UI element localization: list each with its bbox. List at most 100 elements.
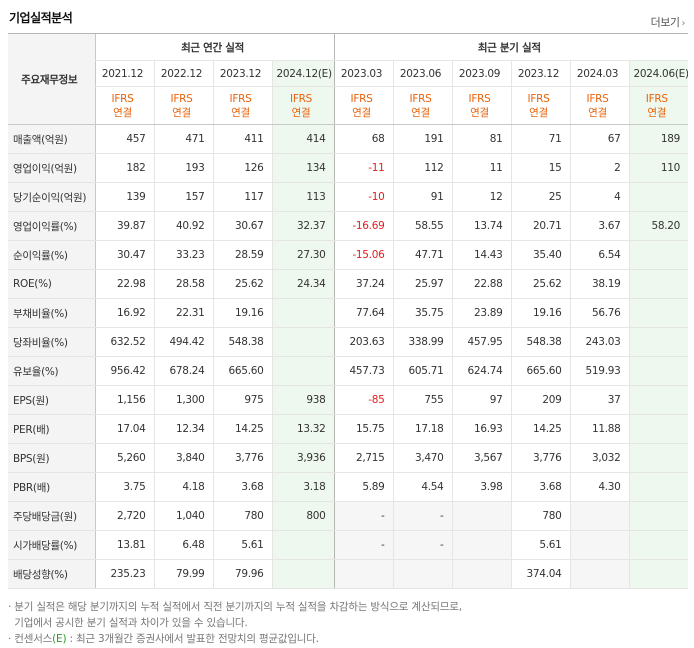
table-cell: 71 xyxy=(510,124,570,154)
ifrs-label-top: IFRS xyxy=(409,92,432,105)
table-cell: 755 xyxy=(392,385,452,415)
table-cell: 12.34 xyxy=(153,414,213,444)
row-label: ROE(%) xyxy=(8,269,95,299)
financial-table: 주요재무정보 최근 연간 실적 최근 분기 실적 2021.12 2022.12 2… xyxy=(8,33,688,589)
table-row: PBR(배) 3.75 4.18 3.68 3.18 5.89 4.54 3.98 3.68 4.… xyxy=(8,472,688,502)
table-cell: 457.95 xyxy=(451,327,511,357)
annual-header: 최근 연간 실적 xyxy=(94,33,334,61)
table-cell xyxy=(569,501,629,531)
period-header: 2021.12 xyxy=(94,60,154,87)
table-cell: 28.59 xyxy=(212,240,272,270)
table-cell: 37.24 xyxy=(333,269,393,299)
table-cell xyxy=(333,559,393,589)
table-cell: 139 xyxy=(94,182,154,212)
ifrs-label-bottom: 연결 xyxy=(529,106,548,119)
table-cell: 23.89 xyxy=(451,298,511,328)
table-cell: 800 xyxy=(271,501,334,531)
table-cell: 117 xyxy=(212,182,272,212)
table-cell xyxy=(628,356,688,386)
table-cell: 3,470 xyxy=(392,443,452,473)
table-cell: 2,720 xyxy=(94,501,154,531)
table-cell: 13.32 xyxy=(271,414,334,444)
table-cell xyxy=(628,530,688,560)
table-cell: - xyxy=(333,501,393,531)
table-cell: 411 xyxy=(212,124,272,154)
table-row: EPS(원) 1,156 1,300 975 938 -85 755 97 209 37 xyxy=(8,385,688,415)
table-cell: 134 xyxy=(271,153,334,183)
table-cell: 956.42 xyxy=(94,356,154,386)
table-cell xyxy=(271,559,334,589)
table-cell: 3.18 xyxy=(271,472,334,502)
row-label: PBR(배) xyxy=(8,472,95,502)
table-cell xyxy=(628,385,688,415)
table-cell xyxy=(628,298,688,328)
ifrs-label-bottom: 연결 xyxy=(588,106,607,119)
ifrs-label-bottom: 연결 xyxy=(231,106,250,119)
ifrs-label: IFRS 연결 xyxy=(212,86,272,125)
row-label: 영업이익률(%) xyxy=(8,211,95,241)
table-cell: 47.71 xyxy=(392,240,452,270)
table-cell: 5,260 xyxy=(94,443,154,473)
ifrs-label: IFRS 연결 xyxy=(333,86,393,125)
table-cell xyxy=(628,414,688,444)
period-header: 2023.03 xyxy=(333,60,393,87)
table-cell: 28.58 xyxy=(153,269,213,299)
table-cell: 2 xyxy=(569,153,629,183)
table-row: 배당성향(%) 235.23 79.99 79.96 374.04 xyxy=(8,559,688,589)
table-cell xyxy=(628,240,688,270)
table-cell xyxy=(451,559,511,589)
row-label: 당기순이익(억원) xyxy=(8,182,95,212)
row-label: 부채비율(%) xyxy=(8,298,95,328)
ifrs-label-bottom: 연결 xyxy=(113,106,132,119)
ifrs-label-top: IFRS xyxy=(586,92,609,105)
table-cell: 3.68 xyxy=(510,472,570,502)
table-cell: 12 xyxy=(451,182,511,212)
table-cell: 35.75 xyxy=(392,298,452,328)
table-row: 부채비율(%) 16.92 22.31 19.16 77.64 35.75 23.89 19.… xyxy=(8,298,688,328)
more-link[interactable]: 더보기 › xyxy=(651,14,686,30)
footnotes: · 분기 실적은 해당 분기까지의 누적 실적에서 직전 분기까지의 누적 실적… xyxy=(8,599,688,647)
table-row: 당좌비율(%) 632.52 494.42 548.38 203.63 338.99 457… xyxy=(8,327,688,357)
ifrs-label-top: IFRS xyxy=(290,92,312,105)
ifrs-label-top: IFRS xyxy=(229,92,252,105)
table-cell: 519.93 xyxy=(569,356,629,386)
table-cell xyxy=(628,501,688,531)
table-cell: 605.71 xyxy=(392,356,452,386)
table-cell: 157 xyxy=(153,182,213,212)
ifrs-label-bottom: 연결 xyxy=(647,106,667,119)
table-cell: 189 xyxy=(628,124,688,154)
table-cell: 338.99 xyxy=(392,327,452,357)
table-cell: 77.64 xyxy=(333,298,393,328)
table-cell: 97 xyxy=(451,385,511,415)
table-row: ROE(%) 22.98 28.58 25.62 24.34 37.24 25.97 22.8… xyxy=(8,269,688,299)
ifrs-label-top: IFRS xyxy=(468,92,491,105)
ifrs-label: IFRS 연결 xyxy=(628,86,688,125)
table-cell: 3,936 xyxy=(271,443,334,473)
table-cell: 3.67 xyxy=(569,211,629,241)
table-cell: 20.71 xyxy=(510,211,570,241)
ifrs-label-bottom: 연결 xyxy=(172,106,191,119)
table-cell: 15 xyxy=(510,153,570,183)
table-cell: 14.43 xyxy=(451,240,511,270)
table-cell: 25 xyxy=(510,182,570,212)
period-header: 2024.06(E) xyxy=(628,60,688,87)
ifrs-label: IFRS 연결 xyxy=(94,86,154,125)
table-cell: 19.16 xyxy=(212,298,272,328)
table-cell: 33.23 xyxy=(153,240,213,270)
footnote-2: 기업에서 공시한 분기 실적과 차이가 있을 수 있습니다. xyxy=(8,617,248,629)
table-cell: 3,032 xyxy=(569,443,629,473)
table-cell: 25.62 xyxy=(212,269,272,299)
table-cell: 13.74 xyxy=(451,211,511,241)
row-label: 영업이익(억원) xyxy=(8,153,95,183)
period-header: 2023.12 xyxy=(510,60,570,87)
table-cell: 6.48 xyxy=(153,530,213,560)
section-header: 기업실적분석 더보기 › xyxy=(0,0,694,34)
table-cell xyxy=(451,530,511,560)
periods-row: 2021.12 2022.12 2023.12 2024.12(E) 2023.03 20… xyxy=(8,60,688,87)
table-cell: 11.88 xyxy=(569,414,629,444)
table-cell: 22.31 xyxy=(153,298,213,328)
row-label: 순이익률(%) xyxy=(8,240,95,270)
table-cell: 17.04 xyxy=(94,414,154,444)
table-cell: 35.40 xyxy=(510,240,570,270)
table-cell: 3.98 xyxy=(451,472,511,502)
